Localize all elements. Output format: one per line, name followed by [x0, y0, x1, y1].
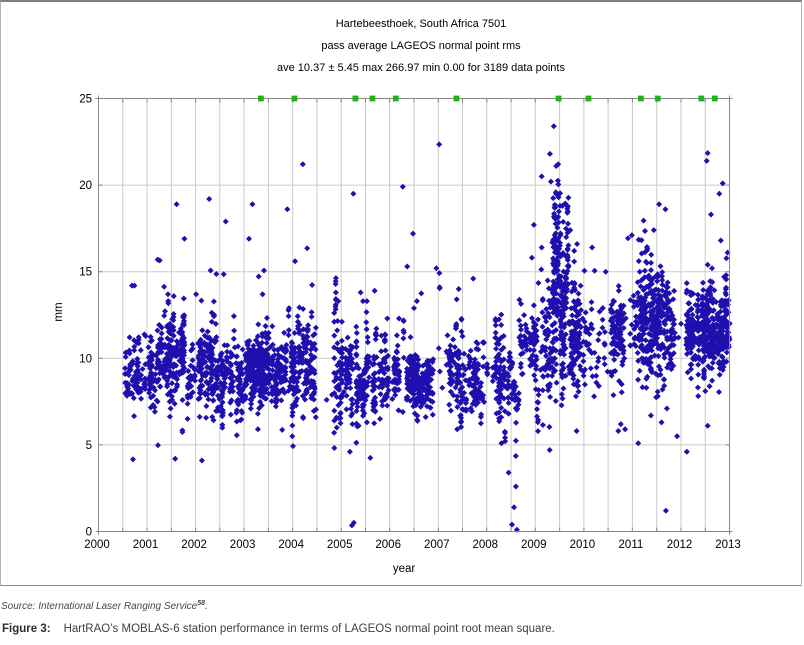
svg-text:Hartebeesthoek, South Africa 7: Hartebeesthoek, South Africa 7501: [336, 18, 507, 30]
svg-text:2005: 2005: [327, 539, 353, 551]
svg-text:20: 20: [79, 180, 92, 192]
svg-text:2012: 2012: [667, 539, 693, 551]
svg-text:2007: 2007: [424, 539, 450, 551]
svg-text:mm: mm: [53, 302, 65, 321]
svg-text:year: year: [393, 563, 416, 575]
svg-text:0: 0: [86, 527, 92, 539]
svg-text:5: 5: [86, 440, 92, 452]
svg-text:2009: 2009: [521, 539, 547, 551]
svg-text:15: 15: [79, 267, 92, 279]
svg-text:2008: 2008: [473, 539, 499, 551]
svg-text:10: 10: [79, 353, 92, 365]
svg-text:2002: 2002: [181, 539, 207, 551]
svg-text:2013: 2013: [715, 539, 741, 551]
svg-text:2001: 2001: [133, 539, 159, 551]
svg-text:25: 25: [79, 94, 92, 106]
svg-text:pass average LAGEOS normal poi: pass average LAGEOS normal point rms: [321, 40, 521, 52]
svg-text:2010: 2010: [570, 539, 596, 551]
svg-text:2000: 2000: [84, 539, 110, 551]
svg-text:2011: 2011: [619, 539, 644, 551]
svg-text:2003: 2003: [230, 539, 256, 551]
svg-text:2006: 2006: [375, 539, 401, 551]
svg-text:ave 10.37 ± 5.45 max 266.97 mi: ave 10.37 ± 5.45 max 266.97 min 0.00 for…: [277, 62, 565, 74]
svg-text:2004: 2004: [278, 539, 304, 551]
